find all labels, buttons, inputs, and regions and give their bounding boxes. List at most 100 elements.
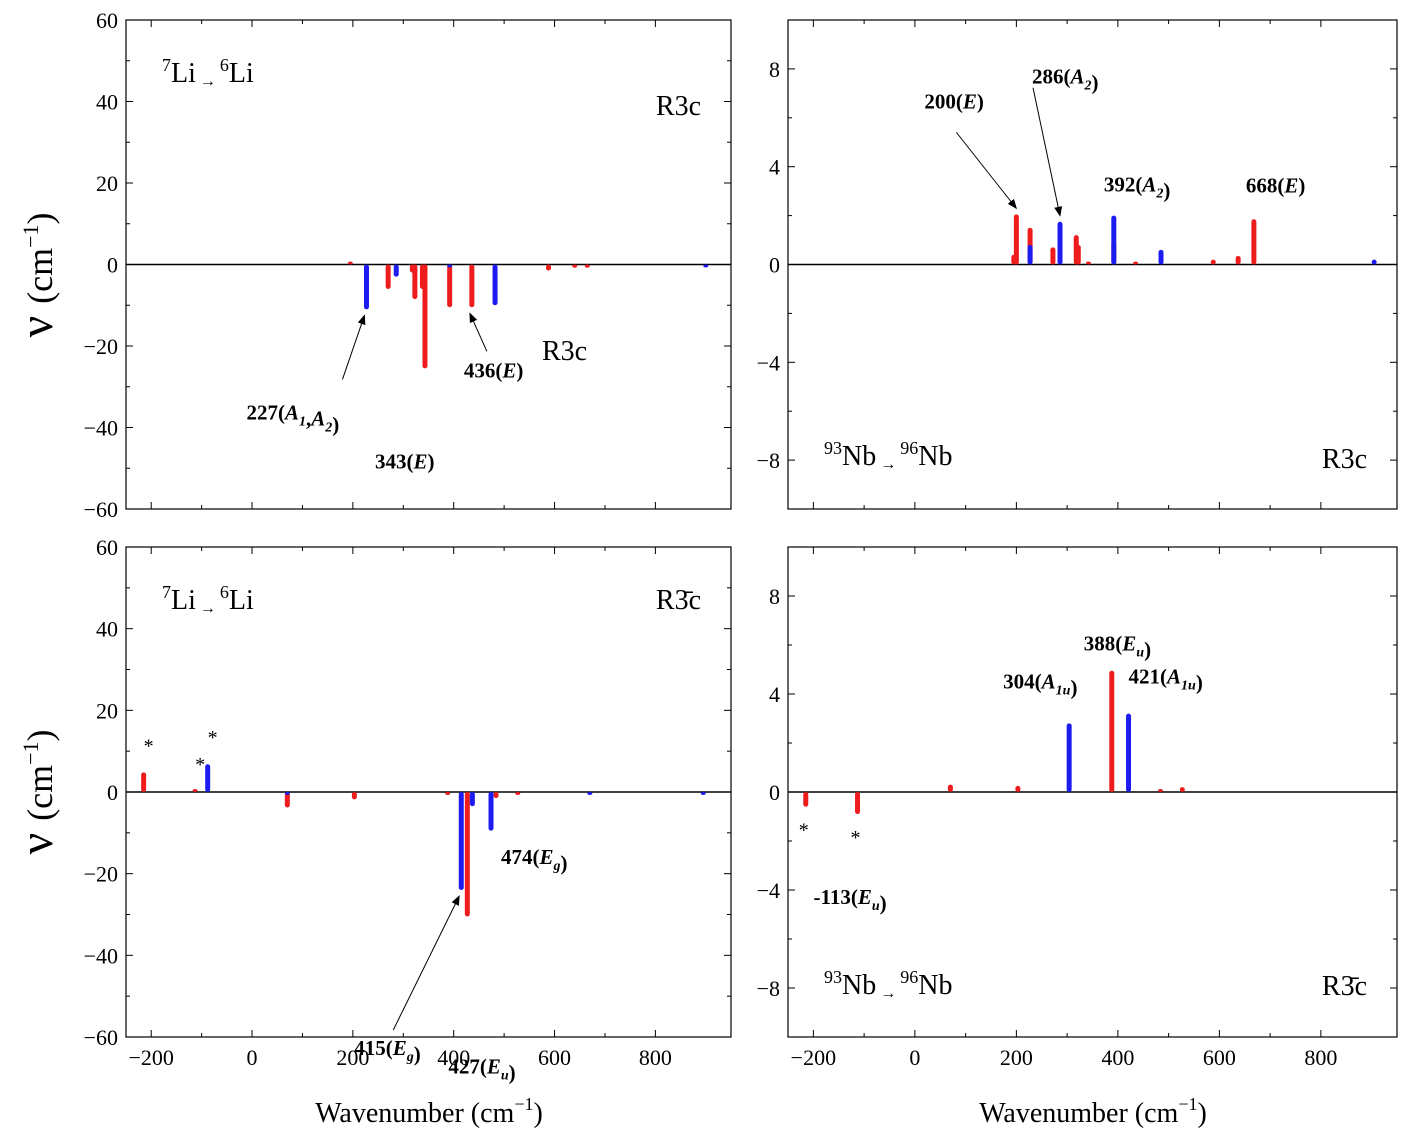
x-tick-label: 200 <box>336 1045 369 1070</box>
space-group-label: R3̄c <box>656 585 701 616</box>
y-axis-title-top: ν (cm−1) <box>10 212 63 337</box>
bar-blue <box>1066 723 1072 792</box>
y-tick-label: −60 <box>84 497 118 522</box>
bar-red <box>192 789 198 792</box>
x-axis-title-left: Wavenumber (cm−1) <box>315 1094 543 1129</box>
panel-bottom-right: −200 0 200 400 600 800 −8 −4 0 4 8 93Nb → 96Nb R3̄c 3… <box>757 546 1398 1070</box>
bar-red <box>1109 670 1115 792</box>
y-tick-label: 0 <box>769 780 780 805</box>
annotation-388: 388(Eu) <box>1084 632 1151 662</box>
annotation-286: 286(A2) <box>1032 65 1099 95</box>
bar-red <box>412 264 418 300</box>
bar-blue <box>393 264 399 277</box>
annotation-415: 415(Eg) <box>354 1036 421 1066</box>
annotation-427: 427(Eu) <box>448 1055 515 1085</box>
annotation-421: 421(A1u) <box>1129 665 1203 695</box>
bar-red <box>385 264 391 289</box>
bar-blue <box>1057 221 1063 265</box>
bar-blue <box>700 792 706 795</box>
annotation-474: 474(Eg) <box>501 845 568 875</box>
space-group-label: R3c <box>1322 444 1367 475</box>
bar-blue <box>488 792 494 831</box>
bar-blue <box>1027 244 1033 265</box>
annotation-668: 668(E) <box>1246 173 1306 197</box>
panel-top-left: −60 −40 −20 0 20 40 60 7Li → 6Li R3c R3c 227(A1,A2… <box>84 8 732 522</box>
bar-red <box>1050 247 1056 265</box>
y-tick-label: −40 <box>84 416 118 441</box>
annotation-392: 392(A2) <box>1104 173 1171 203</box>
space-group-label: R3c <box>656 91 701 122</box>
bar-red <box>1235 255 1241 265</box>
annotation-arrow <box>1032 87 1063 217</box>
bar-blue <box>703 264 709 268</box>
y-tick-label: 4 <box>769 155 780 180</box>
annotation-227: 227(A1,A2) <box>246 400 339 436</box>
bar-red <box>1251 219 1257 265</box>
annotation-200: 200(E) <box>924 89 984 113</box>
space-group-extra-label: R3c <box>542 336 587 367</box>
star-marker: * <box>195 754 205 776</box>
isotope-label: 93Nb → 96Nb <box>824 438 952 473</box>
bar-blue <box>469 792 475 807</box>
x-tick-label: −200 <box>791 1045 836 1070</box>
x-tick-label: 200 <box>1000 1045 1033 1070</box>
isotope-label: 7Li → 6Li <box>162 55 254 90</box>
bar-red <box>803 792 809 807</box>
y-tick-label: 0 <box>107 253 118 278</box>
annotation-arrow <box>392 895 460 1031</box>
y-tick-label: 60 <box>96 8 118 33</box>
star-marker: * <box>799 820 809 842</box>
x-tick-label: 800 <box>1304 1045 1337 1070</box>
bar-red <box>351 792 357 800</box>
annotation-arrow <box>955 132 1017 210</box>
star-marker: * <box>851 827 861 849</box>
bar-blue <box>1111 215 1117 265</box>
isotope-label: 93Nb → 96Nb <box>824 967 952 1002</box>
y-tick-label: 0 <box>107 780 118 805</box>
bar-blue <box>1371 259 1377 265</box>
bar-red <box>347 261 353 265</box>
y-tick-label: 8 <box>769 57 780 82</box>
star-marker: * <box>144 735 154 757</box>
y-tick-label: 4 <box>769 682 780 707</box>
y-tick-label: −60 <box>84 1025 118 1050</box>
bar-red <box>584 264 590 268</box>
bar-red <box>1085 261 1091 265</box>
bar-red <box>515 792 521 795</box>
bar-red <box>1179 787 1185 792</box>
annotation-arrow <box>469 312 488 352</box>
bar-red <box>855 792 861 815</box>
y-tick-label: 20 <box>96 171 118 196</box>
y-tick-label: −8 <box>757 976 780 1001</box>
x-tick-label: 800 <box>639 1045 672 1070</box>
bar-red <box>1210 259 1216 265</box>
panel-top-right: −8 −4 0 4 8 93Nb → 96Nb R3c 200(E) 286(A2) 392(A2… <box>757 19 1398 510</box>
x-tick-label: 0 <box>909 1045 920 1070</box>
bar-red <box>422 264 428 369</box>
bar-blue <box>1158 249 1164 265</box>
bar-red <box>493 792 499 799</box>
bar-blue <box>1126 713 1132 792</box>
x-tick-label: 600 <box>538 1045 571 1070</box>
bar-blue <box>458 792 464 890</box>
annotation-neg113: -113(Eu) <box>814 885 887 915</box>
annotation-343: 343(E) <box>375 449 435 473</box>
x-axis-title-right: Wavenumber (cm−1) <box>979 1094 1207 1129</box>
x-tick-label: 0 <box>247 1045 258 1070</box>
bar-red <box>1133 261 1139 265</box>
y-tick-label: −8 <box>757 448 780 473</box>
bar-red <box>1015 785 1021 792</box>
y-tick-label: −20 <box>84 334 118 359</box>
isotope-label: 7Li → 6Li <box>162 582 254 617</box>
y-tick-label: −20 <box>84 862 118 887</box>
bar-red <box>464 792 470 917</box>
x-tick-label: 400 <box>1101 1045 1134 1070</box>
star-marker: * <box>208 727 218 749</box>
bar-red <box>469 264 475 308</box>
annotation-304: 304(A1u) <box>1003 669 1077 699</box>
bar-red <box>572 264 578 268</box>
annotation-436: 436(E) <box>464 358 524 382</box>
y-tick-label: 40 <box>96 90 118 115</box>
bar-red <box>1158 789 1164 792</box>
